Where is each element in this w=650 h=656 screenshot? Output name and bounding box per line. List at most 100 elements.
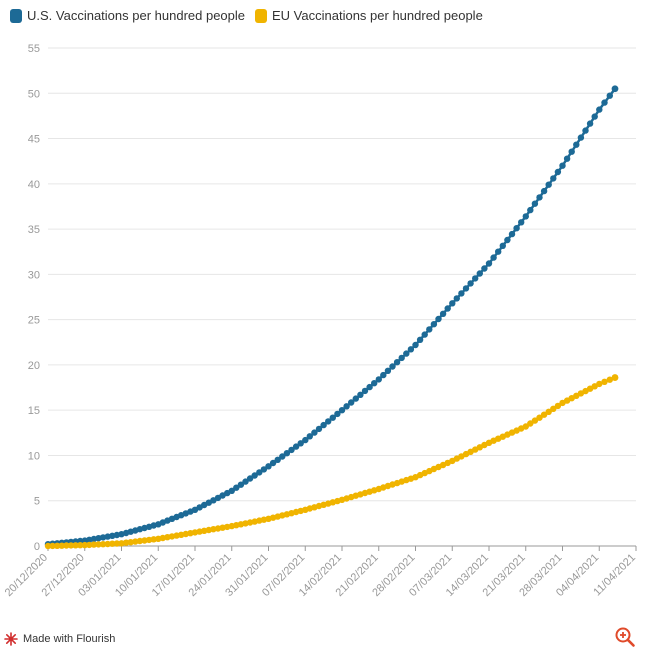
series-point-1[interactable] [49, 542, 56, 550]
series-point-0[interactable] [550, 175, 557, 182]
series-point-0[interactable] [472, 275, 479, 282]
series-point-1[interactable] [109, 540, 116, 547]
series-point-0[interactable] [586, 120, 594, 127]
series-point-0[interactable] [228, 487, 235, 494]
series-point-0[interactable] [315, 425, 323, 433]
series-point-1[interactable] [72, 542, 79, 549]
series-point-0[interactable] [522, 213, 529, 220]
series-point-0[interactable] [444, 305, 451, 312]
legend-item-us[interactable]: U.S. Vaccinations per hundred people [10, 8, 245, 23]
series-point-0[interactable] [611, 85, 619, 93]
series-point-1[interactable] [606, 376, 613, 383]
series-point-0[interactable] [311, 429, 318, 436]
series-point-1[interactable] [58, 542, 65, 549]
series-point-0[interactable] [453, 295, 460, 302]
series-point-0[interactable] [246, 475, 254, 482]
series-point-0[interactable] [573, 141, 580, 148]
series-point-1[interactable] [90, 541, 98, 548]
series-point-0[interactable] [416, 336, 424, 343]
series-point-0[interactable] [439, 310, 447, 317]
series-point-0[interactable] [403, 350, 410, 357]
series-point-0[interactable] [260, 466, 268, 473]
series-point-0[interactable] [384, 367, 392, 374]
series-point-0[interactable] [458, 290, 465, 297]
series-point-0[interactable] [242, 478, 249, 485]
series-point-0[interactable] [601, 99, 608, 106]
series-point-0[interactable] [389, 363, 396, 370]
series-point-1[interactable] [554, 402, 562, 410]
series-point-0[interactable] [513, 225, 520, 232]
series-point-1[interactable] [86, 541, 93, 549]
series-point-0[interactable] [467, 280, 474, 287]
series-point-0[interactable] [325, 418, 332, 425]
series-point-0[interactable] [306, 433, 313, 440]
series-point-0[interactable] [265, 463, 272, 470]
series-point-0[interactable] [559, 162, 566, 169]
series-point-1[interactable] [81, 541, 89, 549]
series-point-0[interactable] [563, 155, 571, 162]
series-point-0[interactable] [577, 134, 585, 141]
series-point-1[interactable] [536, 414, 543, 421]
series-point-0[interactable] [366, 383, 373, 391]
series-point-0[interactable] [449, 300, 456, 307]
series-point-0[interactable] [292, 443, 300, 450]
series-point-0[interactable] [421, 331, 428, 338]
series-point-0[interactable] [531, 200, 539, 207]
series-point-0[interactable] [596, 106, 603, 113]
series-point-0[interactable] [545, 181, 552, 188]
series-point-0[interactable] [540, 187, 548, 195]
series-point-0[interactable] [233, 484, 240, 491]
series-point-0[interactable] [256, 469, 263, 476]
series-point-1[interactable] [113, 540, 121, 547]
footer[interactable]: Made with Flourish [4, 632, 115, 646]
series-point-0[interactable] [338, 407, 346, 414]
series-point-0[interactable] [274, 456, 281, 463]
series-point-0[interactable] [237, 481, 245, 488]
series-point-0[interactable] [320, 421, 327, 429]
series-point-0[interactable] [348, 399, 355, 406]
series-point-1[interactable] [77, 542, 84, 549]
series-point-0[interactable] [371, 380, 378, 387]
series-point-0[interactable] [554, 168, 562, 176]
series-point-1[interactable] [99, 541, 107, 548]
series-point-1[interactable] [104, 540, 111, 548]
series-point-1[interactable] [540, 411, 548, 418]
series-point-1[interactable] [545, 408, 552, 415]
series-point-0[interactable] [352, 395, 359, 402]
series-point-1[interactable] [527, 420, 534, 427]
series-point-0[interactable] [380, 371, 387, 379]
series-point-0[interactable] [334, 410, 341, 418]
series-point-1[interactable] [596, 380, 603, 388]
series-point-1[interactable] [67, 542, 75, 549]
series-point-0[interactable] [485, 260, 493, 267]
series-point-0[interactable] [426, 326, 433, 333]
series-point-0[interactable] [393, 359, 401, 366]
series-point-0[interactable] [343, 403, 350, 410]
series-point-0[interactable] [499, 242, 506, 249]
series-point-0[interactable] [490, 254, 497, 261]
series-point-0[interactable] [297, 440, 304, 447]
series-point-0[interactable] [536, 194, 543, 201]
series-point-0[interactable] [407, 346, 415, 353]
series-point-1[interactable] [522, 423, 529, 430]
series-point-1[interactable] [54, 542, 61, 549]
series-point-0[interactable] [283, 450, 291, 457]
series-point-1[interactable] [601, 378, 608, 385]
series-point-0[interactable] [398, 354, 405, 362]
series-point-0[interactable] [481, 265, 488, 272]
zoom-in-icon[interactable] [614, 626, 636, 648]
series-point-1[interactable] [611, 374, 619, 381]
series-point-0[interactable] [375, 376, 382, 383]
series-point-1[interactable] [550, 405, 557, 412]
series-point-0[interactable] [302, 436, 309, 444]
series-point-0[interactable] [357, 391, 364, 398]
series-point-0[interactable] [508, 230, 516, 238]
series-point-0[interactable] [606, 92, 613, 99]
series-point-0[interactable] [582, 127, 589, 134]
series-point-1[interactable] [44, 542, 52, 550]
series-point-0[interactable] [412, 341, 419, 349]
series-point-0[interactable] [527, 206, 534, 214]
series-point-0[interactable] [462, 285, 470, 292]
series-point-1[interactable] [95, 541, 102, 548]
series-point-0[interactable] [288, 446, 295, 454]
